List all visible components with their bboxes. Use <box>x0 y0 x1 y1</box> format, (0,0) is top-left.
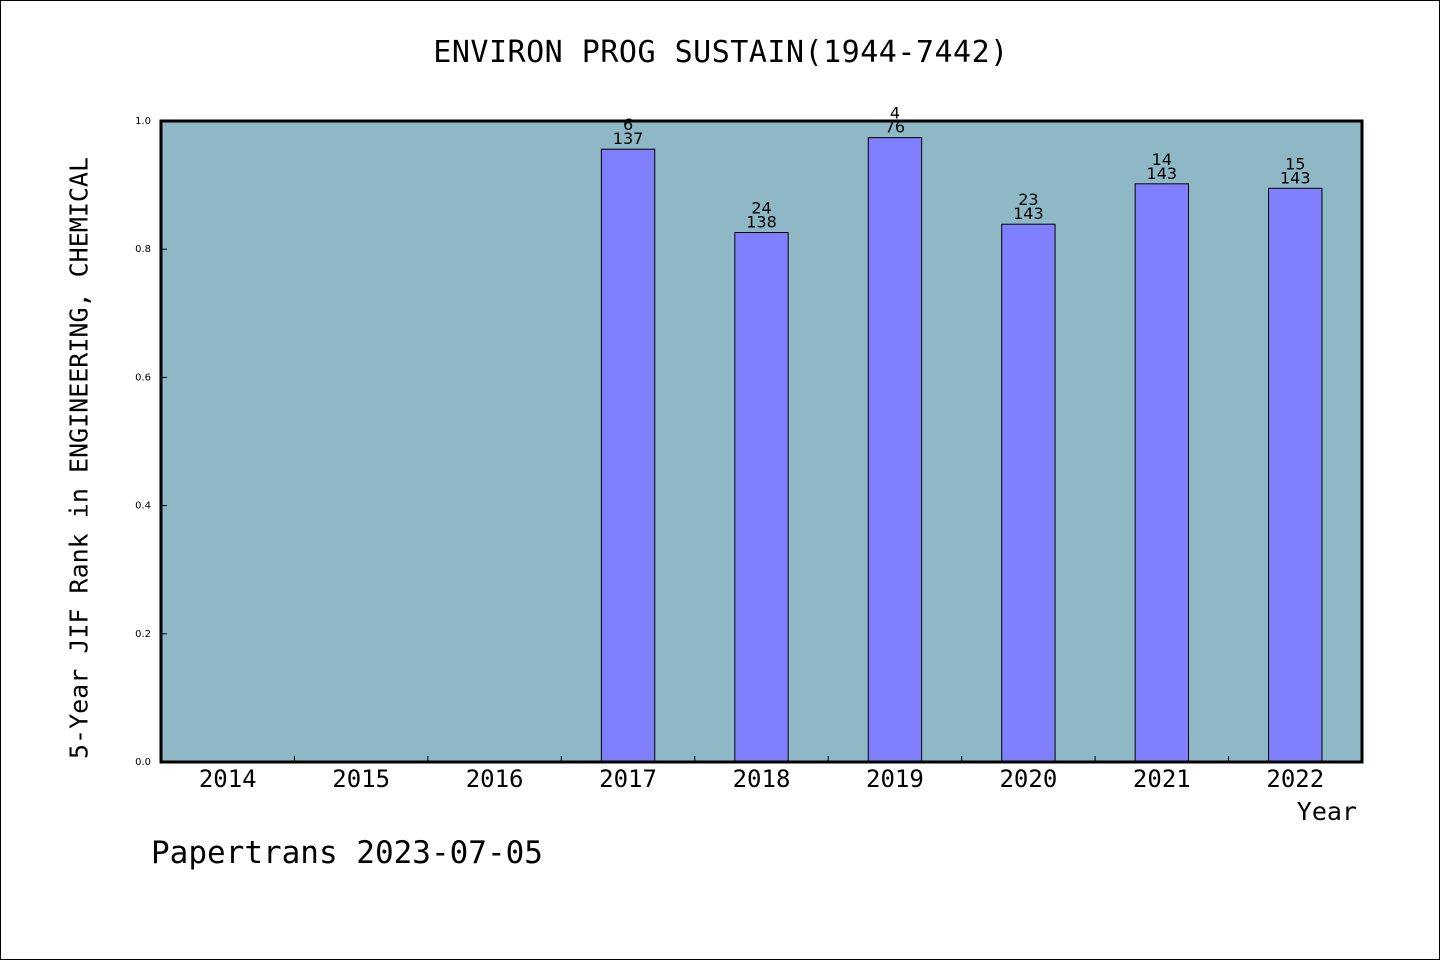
bar-2019 <box>867 137 923 763</box>
bar-2018 <box>734 232 789 763</box>
bar-rank-label-2021: 14 <box>1152 150 1172 169</box>
x-tick-label-2017: 2017 <box>599 765 657 793</box>
plot-border <box>159 119 1364 764</box>
y-tick-label-0.6: 0.6 <box>135 372 151 383</box>
bar-2017 <box>600 148 656 763</box>
bar-rank-label-2019: 4 <box>890 104 900 123</box>
x-tick-label-2021: 2021 <box>1133 765 1191 793</box>
x-tick-label-2022: 2022 <box>1266 765 1324 793</box>
y-tick-label-1.0: 1.0 <box>135 116 151 127</box>
bar-2022 <box>1268 187 1323 763</box>
bar-rank-label-2018: 24 <box>751 199 771 218</box>
bar-rank-label-2017: 6 <box>623 115 633 134</box>
bar-total-label-2021: 143 <box>1147 164 1178 183</box>
x-axis-title: Year <box>1296 797 1357 826</box>
x-tick-label-2014: 2014 <box>199 765 257 793</box>
x-tick-label-2018: 2018 <box>733 765 791 793</box>
y-tick-label-0.0: 0.0 <box>135 757 151 768</box>
bar-2020 <box>1001 223 1056 763</box>
y-tick-label-0.8: 0.8 <box>135 244 151 255</box>
bar-total-label-2020: 143 <box>1013 204 1044 223</box>
x-tick-label-2020: 2020 <box>999 765 1057 793</box>
bar-total-label-2017: 137 <box>613 129 644 148</box>
y-tick-label-0.4: 0.4 <box>135 501 151 512</box>
bar-2021 <box>1134 183 1190 763</box>
x-tick-label-2016: 2016 <box>466 765 524 793</box>
bar-rank-label-2020: 23 <box>1018 190 1038 209</box>
x-tick-label-2015: 2015 <box>332 765 390 793</box>
bar-rank-label-2022: 15 <box>1285 154 1305 173</box>
chart-title: ENVIRON PROG SUSTAIN(1944-7442) <box>433 35 1009 70</box>
bar-total-label-2022: 143 <box>1280 168 1311 187</box>
y-tick-label-0.2: 0.2 <box>135 629 151 640</box>
footer-credit: Papertrans 2023-07-05 <box>151 835 543 871</box>
x-tick-label-2019: 2019 <box>866 765 924 793</box>
bar-total-label-2018: 138 <box>746 213 777 232</box>
